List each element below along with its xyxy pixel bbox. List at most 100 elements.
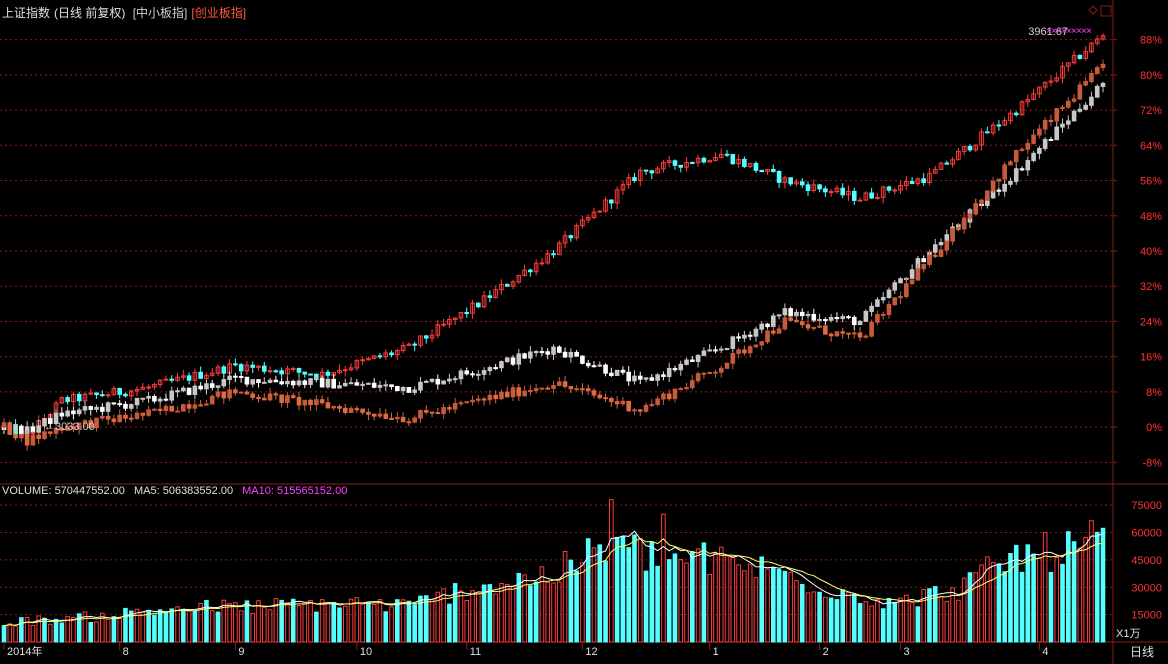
candle-body bbox=[828, 317, 834, 321]
volume-bar bbox=[238, 610, 244, 643]
candle-body bbox=[481, 295, 487, 308]
candle-body bbox=[285, 368, 290, 375]
candle-body bbox=[111, 388, 117, 396]
window-restore-icon[interactable] bbox=[1100, 5, 1112, 17]
volume-bar bbox=[117, 618, 122, 643]
candle-body bbox=[730, 336, 736, 349]
candle-body bbox=[256, 396, 261, 399]
candle-body bbox=[233, 375, 238, 378]
candle-body bbox=[123, 403, 128, 409]
end-value-label: 3961.67 bbox=[1028, 26, 1068, 38]
candle-body bbox=[707, 160, 712, 163]
candle-body bbox=[1013, 149, 1019, 163]
candle-body bbox=[684, 387, 689, 390]
candle-body bbox=[886, 186, 892, 191]
volume-bar bbox=[47, 623, 53, 643]
candle-body bbox=[423, 380, 429, 383]
candle-body bbox=[13, 425, 18, 431]
candle-body bbox=[1031, 152, 1036, 162]
candle-body bbox=[869, 305, 874, 312]
index-name[interactable]: 上证指数 bbox=[2, 6, 51, 20]
candle-body bbox=[412, 389, 417, 393]
candle-body bbox=[157, 398, 163, 402]
candle-body bbox=[707, 371, 712, 374]
candle-body bbox=[805, 313, 811, 317]
price-tick-label: -8% bbox=[1142, 457, 1162, 469]
time-tick-label: 10 bbox=[360, 646, 372, 658]
ma10-value: MA10: 515565152.00 bbox=[242, 485, 348, 497]
candle-body bbox=[857, 199, 863, 202]
volume-bar bbox=[493, 593, 498, 643]
candle-body bbox=[690, 359, 695, 362]
volume-ma10-line bbox=[3, 538, 1104, 627]
volume-tick-label: 30000 bbox=[1131, 582, 1162, 594]
candle-body bbox=[1008, 180, 1013, 185]
signal-marker: × bbox=[1061, 26, 1067, 37]
candle-body bbox=[348, 408, 354, 413]
candle-body bbox=[1048, 80, 1054, 83]
candle-body bbox=[447, 318, 452, 325]
candle-body bbox=[979, 131, 984, 146]
candle-body bbox=[88, 406, 94, 410]
volume-bar bbox=[730, 555, 736, 643]
candle-body bbox=[447, 407, 452, 410]
volume-bar bbox=[325, 602, 331, 643]
candle-body bbox=[128, 404, 134, 409]
candle-body bbox=[863, 310, 869, 322]
compare-index-1[interactable]: [中小板指] bbox=[132, 6, 188, 20]
candle-body bbox=[458, 370, 464, 380]
candle-body bbox=[846, 190, 851, 196]
candle-body bbox=[875, 299, 880, 307]
candle-body bbox=[1089, 42, 1094, 53]
candle-body bbox=[146, 395, 151, 399]
candle-body bbox=[30, 426, 36, 433]
candle-body bbox=[82, 406, 88, 411]
candle-body bbox=[100, 415, 105, 419]
volume-bar bbox=[834, 599, 840, 643]
volume-bar bbox=[366, 601, 371, 643]
volume-bar bbox=[533, 581, 539, 643]
volume-bar bbox=[782, 570, 788, 643]
volume-bar bbox=[805, 592, 811, 643]
candle-body bbox=[406, 421, 412, 424]
signal-marker: × bbox=[1086, 26, 1092, 37]
volume-bar bbox=[7, 623, 13, 643]
candle-body bbox=[227, 389, 232, 399]
candle-body bbox=[1037, 147, 1042, 154]
candle-body bbox=[302, 399, 308, 406]
candle-body bbox=[279, 381, 284, 385]
candle-body bbox=[597, 394, 603, 399]
candle-body bbox=[765, 323, 770, 328]
price-tick-label: 88% bbox=[1140, 35, 1162, 47]
candle-body bbox=[389, 352, 394, 356]
candle-body bbox=[435, 324, 441, 336]
period-button[interactable]: 日线 bbox=[1129, 645, 1154, 659]
candle-body bbox=[302, 371, 308, 375]
candle-body bbox=[643, 404, 649, 412]
volume-bar bbox=[516, 572, 522, 643]
candle-body bbox=[528, 351, 533, 359]
candle-body bbox=[1071, 110, 1077, 122]
candle-body bbox=[1065, 100, 1071, 108]
volume-bar bbox=[88, 622, 94, 643]
compare-index-2[interactable]: [创业板指] bbox=[191, 6, 247, 20]
candle-body bbox=[805, 324, 811, 329]
volume-bar bbox=[204, 600, 209, 643]
candle-body bbox=[1019, 101, 1025, 116]
candle-body bbox=[499, 391, 504, 400]
candle-body bbox=[261, 365, 267, 372]
candle-body bbox=[134, 412, 140, 419]
candle-body bbox=[580, 219, 585, 227]
candle-body bbox=[59, 427, 65, 431]
candle-body bbox=[539, 387, 545, 390]
volume-bar bbox=[76, 613, 82, 643]
volume-bar bbox=[684, 562, 689, 643]
price-tick-label: 8% bbox=[1146, 387, 1162, 399]
volume-bar bbox=[938, 596, 944, 643]
candle-body bbox=[614, 401, 620, 405]
candle-body bbox=[678, 363, 684, 371]
volume-bar bbox=[574, 570, 579, 643]
candle-body bbox=[1089, 96, 1094, 106]
candle-body bbox=[765, 168, 770, 173]
